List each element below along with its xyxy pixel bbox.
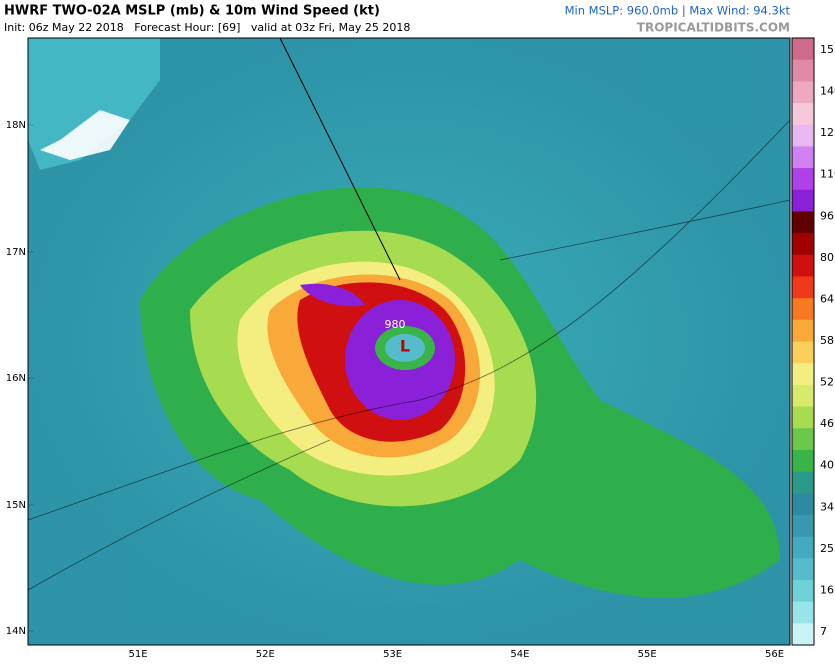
lat-label: 17N (6, 247, 26, 258)
subtitle: Init: 06z May 22 2018 Forecast Hour: [69… (4, 21, 410, 34)
colorbar-segment (792, 341, 814, 364)
lon-label: 55E (638, 649, 657, 660)
lat-label: 15N (6, 500, 26, 511)
colorbar-segment (792, 536, 814, 559)
stats: Min MSLP: 960.0mb | Max Wind: 94.3kt (565, 4, 791, 18)
lat-label: 16N (6, 373, 26, 384)
colorbar-label: 52 (820, 376, 834, 389)
colorbar-label: 40 (820, 459, 834, 472)
colorbar-segment (792, 623, 814, 646)
low-marker: L (400, 337, 410, 356)
wind-64b (300, 283, 365, 307)
colorbar-segment (792, 81, 814, 104)
low-wind-area (28, 38, 160, 170)
lon-label: 56E (765, 649, 784, 660)
title: HWRF TWO-02A MSLP (mb) & 10m Wind Speed … (4, 4, 380, 19)
colorbar-label: 125 (820, 126, 835, 139)
track-line (279, 37, 401, 281)
colorbar-segment (792, 233, 814, 256)
colorbar-label: 155 (820, 43, 835, 56)
colorbar-segment (792, 276, 814, 299)
eye (385, 334, 425, 362)
colorbar-segment (792, 471, 814, 494)
colorbar-label: 25 (820, 542, 834, 555)
calm-area (40, 110, 130, 160)
colorbar-segment (792, 514, 814, 538)
colorbar-label: 46 (820, 417, 834, 430)
lat-label: 14N (6, 626, 26, 637)
colorbar-segment (792, 406, 814, 429)
coastline (27, 119, 791, 591)
colorbar-segment (792, 254, 814, 277)
colorbar-segment (792, 558, 814, 581)
lon-label: 53E (383, 649, 402, 660)
colorbar-segment (792, 428, 814, 451)
colorbar-label: 110 (820, 168, 835, 181)
lon-label: 51E (128, 649, 147, 660)
colorbar-label: 96 (820, 209, 834, 222)
colorbar-segment (792, 319, 814, 342)
colorbar-segment (792, 168, 814, 191)
site: TROPICALTIDBITS.COM (637, 21, 790, 35)
colorbar-segment (792, 449, 814, 473)
colorbar-segment (792, 59, 814, 82)
colorbar-label: 7 (820, 625, 827, 638)
colorbar-segment (792, 103, 814, 126)
colorbar-label: 16 (820, 583, 834, 596)
colorbar-segment (792, 189, 814, 212)
colorbar-segment (792, 211, 814, 234)
colorbar-segment (792, 298, 814, 321)
pressure-label: 980 (385, 318, 406, 331)
lon-label: 52E (256, 649, 275, 660)
lat-lon-grid (28, 124, 34, 632)
lon-label: 54E (510, 649, 529, 660)
colorbar-segment (792, 363, 814, 386)
colorbar-label: 140 (820, 85, 835, 98)
colorbar-segment (792, 601, 814, 624)
colorbar-label: 80 (820, 251, 834, 264)
map-frame (27, 37, 791, 646)
colorbar-segment (792, 38, 814, 61)
lat-label: 18N (6, 120, 26, 131)
colorbar-segment (792, 493, 814, 516)
colorbar-segment (792, 124, 814, 147)
colorbar-label: 34 (820, 500, 834, 513)
colorbar-label: 58 (820, 334, 834, 347)
colorbar-segment (792, 579, 814, 603)
colorbar-frame (791, 37, 815, 646)
colorbar-segment (792, 384, 814, 408)
colorbar-segment (792, 146, 814, 169)
colorbar-label: 64 (820, 292, 834, 305)
